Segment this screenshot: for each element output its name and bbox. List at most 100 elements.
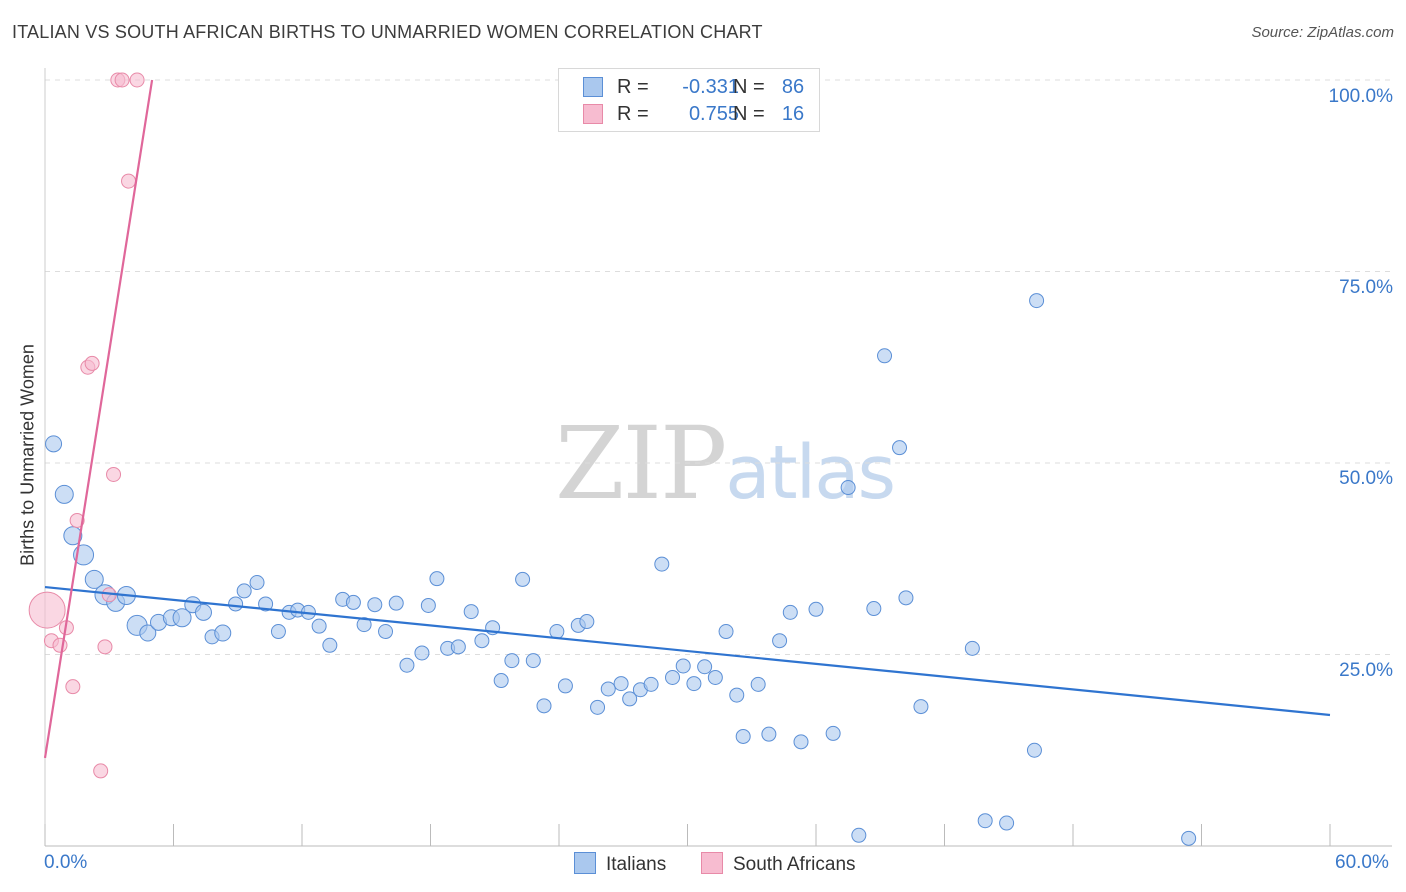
bottom-legend-swatch-south-africans xyxy=(701,852,723,874)
italian-point-42 xyxy=(493,673,509,689)
legend-r-value: -0.331 xyxy=(682,76,739,98)
legend: R = -0.331 N = 86 R = 0.755 N = 16 xyxy=(558,68,820,132)
italian-point-47 xyxy=(549,624,565,640)
italian-point-19 xyxy=(249,574,265,590)
legend-n-label: N = xyxy=(733,76,765,98)
italian-point-76 xyxy=(877,348,893,364)
italian-point-39 xyxy=(463,604,479,620)
italian-point-28 xyxy=(345,594,361,610)
italian-point-0 xyxy=(45,435,63,453)
legend-n-value: 16 xyxy=(781,103,805,125)
italian-point-57 xyxy=(654,556,670,572)
italian-point-2 xyxy=(63,526,83,546)
italian-point-82 xyxy=(999,815,1015,831)
italian-point-12 xyxy=(172,608,192,628)
italian-point-85 xyxy=(1181,830,1197,846)
italian-point-70 xyxy=(793,734,809,750)
italian-point-60 xyxy=(686,676,702,692)
italian-point-73 xyxy=(840,480,856,496)
italian-point-45 xyxy=(525,653,541,669)
south-african-point-0 xyxy=(28,591,66,629)
italian-trend-line xyxy=(44,585,1331,717)
italian-point-68 xyxy=(772,633,788,649)
italian-point-53 xyxy=(613,676,629,692)
italian-point-36 xyxy=(429,571,445,587)
y-tick-label-75: 75.0% xyxy=(1339,277,1393,298)
south-african-point-13 xyxy=(114,72,130,88)
italian-point-33 xyxy=(399,657,415,673)
italian-point-26 xyxy=(322,637,338,653)
italian-point-67 xyxy=(761,726,777,742)
source-label: Source: ZipAtlas.com xyxy=(1251,24,1394,41)
italian-point-54 xyxy=(622,691,638,707)
italian-point-40 xyxy=(474,633,490,649)
watermark: ZIPatlas xyxy=(555,405,896,522)
legend-swatch-south-africans xyxy=(583,104,603,124)
south-african-point-4 xyxy=(65,679,81,695)
south-african-point-11 xyxy=(106,466,122,482)
italian-point-46 xyxy=(536,698,552,714)
italian-point-63 xyxy=(718,624,734,640)
italian-point-72 xyxy=(825,725,841,741)
italian-point-30 xyxy=(367,597,383,613)
y-axis-label: Births to Unmarried Women xyxy=(17,344,38,566)
chart-title: ITALIAN VS SOUTH AFRICAN BIRTHS TO UNMAR… xyxy=(12,22,763,42)
italian-point-29 xyxy=(356,617,372,633)
italian-point-44 xyxy=(515,571,531,587)
italian-point-17 xyxy=(228,596,244,612)
south-african-point-7 xyxy=(84,355,100,371)
legend-r-value: 0.755 xyxy=(688,103,739,125)
bottom-legend-label-south-africans: South Africans xyxy=(733,854,856,875)
y-tick-label-25: 25.0% xyxy=(1339,660,1393,681)
italian-point-80 xyxy=(964,640,980,656)
italian-point-71 xyxy=(808,601,824,617)
legend-swatch-italians xyxy=(583,77,603,97)
italian-point-1 xyxy=(54,484,74,504)
italian-point-32 xyxy=(388,595,404,611)
italian-point-81 xyxy=(977,813,993,829)
italian-point-77 xyxy=(892,440,908,456)
bottom-legend-label-italians: Italians xyxy=(606,854,667,875)
italian-point-38 xyxy=(450,639,466,655)
italian-point-83 xyxy=(1026,742,1042,758)
legend-r-label: R = xyxy=(617,76,649,98)
south-african-trend-line xyxy=(43,79,154,759)
legend-r-label: R = xyxy=(617,103,649,125)
italian-point-16 xyxy=(214,624,232,642)
south-african-point-5 xyxy=(69,512,85,528)
legend-n-label: N = xyxy=(733,103,765,125)
italian-point-43 xyxy=(504,653,520,669)
legend-n-value: 86 xyxy=(781,76,805,98)
south-african-point-8 xyxy=(93,763,109,779)
italian-point-9 xyxy=(139,624,157,642)
watermark-atlas: atlas xyxy=(725,430,896,516)
italian-point-64 xyxy=(729,687,745,703)
x-tick-label-min: 0.0% xyxy=(44,852,88,873)
y-tick-label-50: 50.0% xyxy=(1339,468,1393,489)
italian-point-84 xyxy=(1029,293,1045,309)
bottom-legend-italians: Italians xyxy=(574,852,666,876)
italian-point-62 xyxy=(707,669,723,685)
italian-point-48 xyxy=(557,678,573,694)
italian-point-75 xyxy=(866,601,882,617)
italian-point-74 xyxy=(851,827,867,843)
italian-point-31 xyxy=(378,624,394,640)
x-tick-label-max: 60.0% xyxy=(1335,852,1389,873)
italian-point-59 xyxy=(675,658,691,674)
south-african-point-9 xyxy=(97,639,113,655)
italian-point-69 xyxy=(782,604,798,620)
south-african-point-15 xyxy=(129,72,145,88)
italian-point-51 xyxy=(590,699,606,715)
italian-point-4 xyxy=(84,569,104,589)
south-african-point-2 xyxy=(52,637,68,653)
italian-point-79 xyxy=(913,699,929,715)
italian-point-66 xyxy=(750,676,766,692)
italian-point-25 xyxy=(311,618,327,634)
y-tick-label-100: 100.0% xyxy=(1328,86,1393,107)
italian-point-21 xyxy=(270,624,286,640)
south-african-point-14 xyxy=(121,173,137,189)
italian-point-78 xyxy=(898,590,914,606)
bottom-legend-south-africans: South Africans xyxy=(701,852,856,876)
italian-point-50 xyxy=(579,614,595,630)
